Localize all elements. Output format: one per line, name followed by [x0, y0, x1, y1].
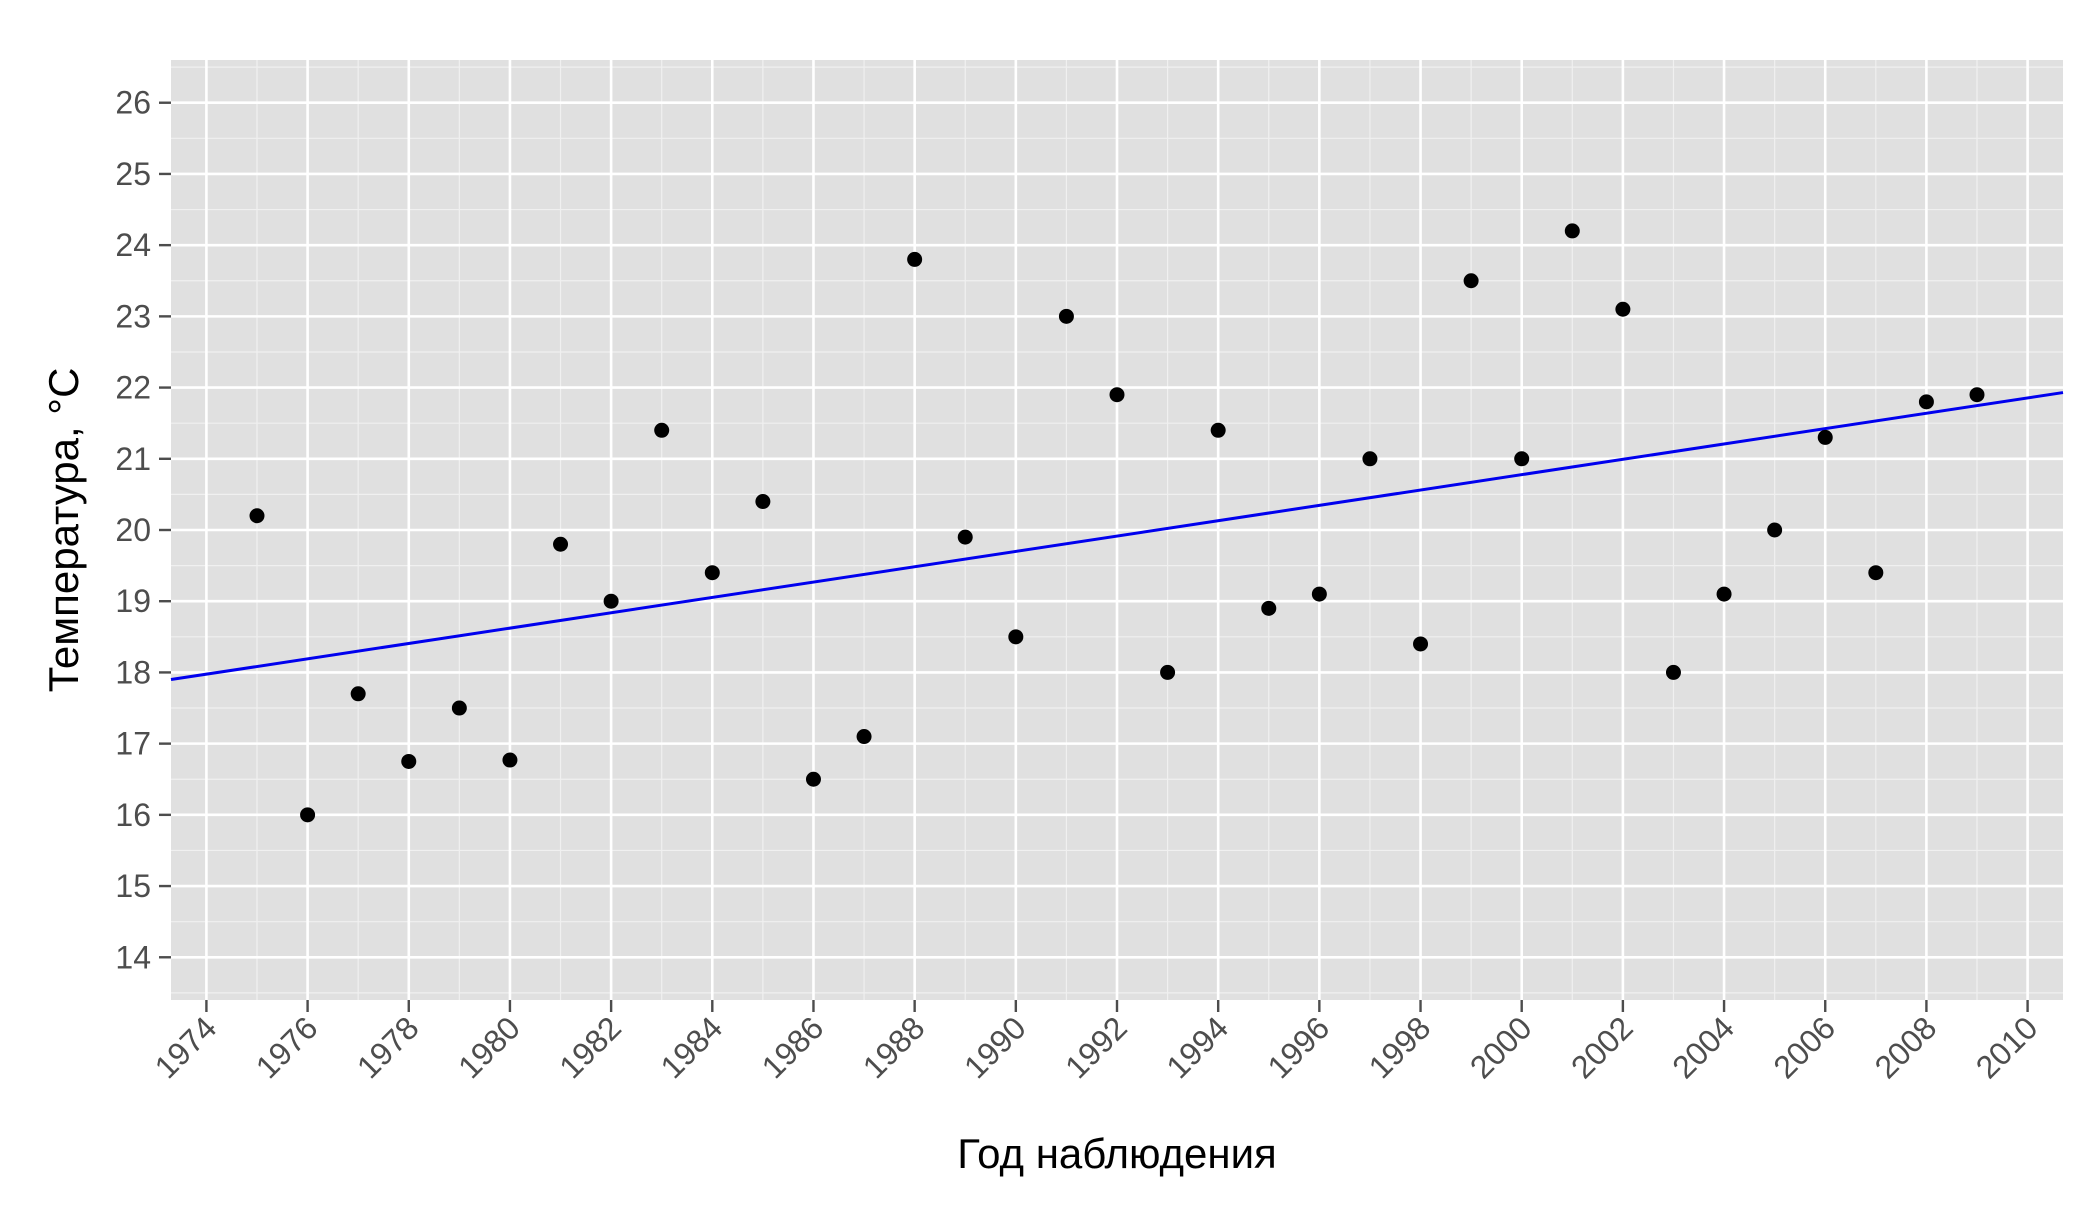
- data-point: [1109, 387, 1125, 403]
- y-tick-label: 23: [115, 298, 151, 334]
- data-point: [1413, 636, 1429, 652]
- data-point: [249, 508, 265, 524]
- x-tick-label: 1992: [1058, 1009, 1134, 1085]
- data-point: [1564, 223, 1580, 239]
- data-point: [1463, 273, 1479, 289]
- x-tick-label: 1976: [249, 1009, 325, 1085]
- x-axis-title: Год наблюдения: [957, 1130, 1277, 1177]
- x-tick-label: 2004: [1665, 1009, 1741, 1085]
- data-point: [451, 700, 467, 716]
- y-axis: 14 15 16 17 18 19 20 21 22 23 24 25 26: [115, 85, 171, 975]
- x-tick-label: 2010: [1969, 1009, 2045, 1085]
- y-tick-label: 21: [115, 441, 151, 477]
- data-point: [1969, 387, 1985, 403]
- data-point: [350, 686, 366, 702]
- data-point: [553, 536, 569, 552]
- x-tick-label: 1978: [350, 1009, 426, 1085]
- x-tick-label: 2006: [1766, 1009, 1842, 1085]
- x-tick-label: 1984: [653, 1009, 729, 1085]
- data-point: [1311, 586, 1327, 602]
- x-tick-label: 2002: [1564, 1009, 1640, 1085]
- x-tick-label: 1996: [1261, 1009, 1337, 1085]
- x-tick-label: 1998: [1362, 1009, 1438, 1085]
- data-point: [805, 771, 821, 787]
- data-point: [1210, 422, 1226, 438]
- y-tick-label: 19: [115, 583, 151, 619]
- data-point: [755, 494, 771, 510]
- x-tick-label: 1982: [552, 1009, 628, 1085]
- x-tick-label: 2008: [1868, 1009, 1944, 1085]
- data-points: [249, 223, 1985, 823]
- data-point: [1716, 586, 1732, 602]
- y-tick-label: 18: [115, 654, 151, 690]
- x-tick-label: 2000: [1463, 1009, 1539, 1085]
- data-point: [1868, 565, 1884, 581]
- y-axis-title: Температура, °C: [40, 368, 87, 693]
- data-point: [1665, 664, 1681, 680]
- data-point: [1514, 451, 1530, 467]
- data-point: [1362, 451, 1378, 467]
- data-point: [1261, 600, 1277, 616]
- data-point: [300, 807, 316, 823]
- y-tick-label: 22: [115, 370, 151, 406]
- data-point: [957, 529, 973, 545]
- x-tick-label: 1988: [856, 1009, 932, 1085]
- x-axis: 1974 1976 1978 1980 1982 1984 1986 1988 1990 1992…: [148, 1000, 2045, 1085]
- x-tick-label: 1986: [755, 1009, 831, 1085]
- data-point: [1615, 301, 1631, 317]
- trend-line: [170, 391, 2064, 682]
- data-point: [1058, 308, 1074, 324]
- x-tick-label: 1990: [957, 1009, 1033, 1085]
- major-gridlines: [171, 60, 2063, 1000]
- data-point: [1767, 522, 1783, 538]
- data-point: [1817, 429, 1833, 445]
- data-point: [907, 251, 923, 267]
- data-point: [704, 565, 720, 581]
- data-point: [654, 422, 670, 438]
- y-tick-label: 17: [115, 726, 151, 762]
- data-point: [502, 752, 518, 768]
- y-tick-label: 15: [115, 868, 151, 904]
- data-point: [603, 593, 619, 609]
- y-tick-label: 16: [115, 797, 151, 833]
- x-tick-label: 1974: [148, 1009, 224, 1085]
- y-tick-label: 26: [115, 85, 151, 121]
- x-tick-label: 1994: [1159, 1009, 1235, 1085]
- data-point: [1008, 629, 1024, 645]
- x-tick-label: 1980: [451, 1009, 527, 1085]
- y-tick-label: 24: [115, 227, 151, 263]
- trend-line-group: [170, 391, 2064, 682]
- y-tick-label: 20: [115, 512, 151, 548]
- data-point: [1160, 664, 1176, 680]
- y-tick-label: 25: [115, 156, 151, 192]
- data-point: [1918, 394, 1934, 410]
- data-point: [856, 729, 872, 745]
- y-tick-label: 14: [115, 939, 151, 975]
- data-point: [401, 753, 417, 769]
